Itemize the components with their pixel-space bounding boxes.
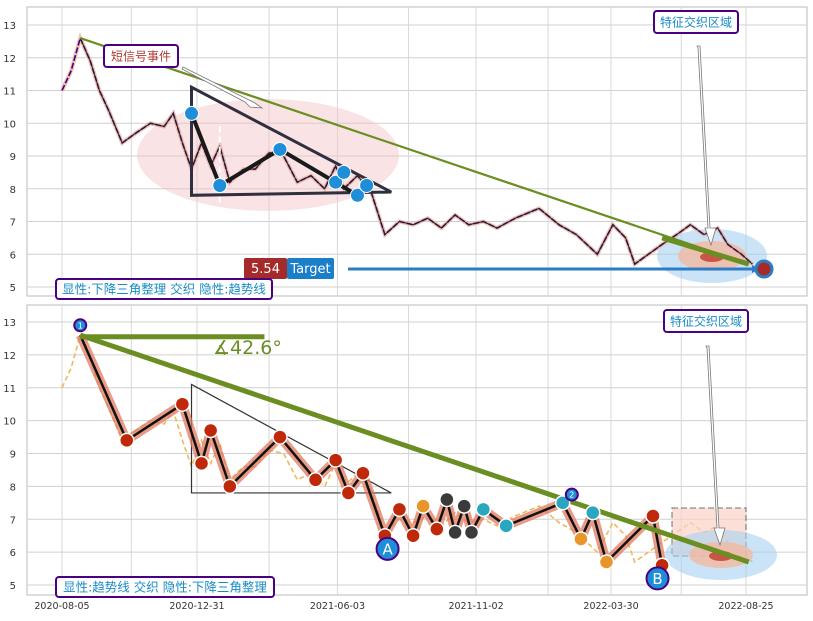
zigzag-pivot [456,498,472,514]
feature-zone-label-text: 特征交织区域 [670,314,742,329]
pivot-marker [272,141,288,157]
y-tick-label: 7 [10,218,16,229]
angle-label: ∡42.6° [213,337,282,359]
zone-arrow [696,45,717,247]
point-label-text: A [382,540,393,558]
bottom-legend-label-text: 显性:趋势线 交织 隐性:下降三角整理 [63,580,267,595]
zigzag-pivot [585,504,601,521]
zigzag-line [79,334,664,566]
zigzag-pivot [391,501,408,518]
y-tick-label: 8 [10,482,16,493]
y-tick-label: 5 [10,581,16,592]
y-tick-label: 12 [3,54,16,65]
top-legend-label-box [55,278,273,300]
zigzag-pivot [498,518,514,534]
zigzag-pivot [327,452,344,468]
x-tick-label: 2022-03-30 [583,601,638,612]
zigzag-pivot [193,455,210,472]
y-tick-label: 9 [10,450,16,461]
feature-zone-label: 特征交织区域 [663,309,749,333]
trend-line-thick [661,235,750,267]
point-label-marker [375,536,400,561]
zone-arrow [705,345,726,547]
x-tick-label: 2020-08-05 [34,601,89,612]
zigzag-pivot [307,472,324,488]
zigzag-pivot [222,478,238,495]
short-signal-label-text: 短信号事件 [111,50,171,64]
top-legend-label-text: 显性:下降三角整理 交织 隐性:趋势线 [62,282,266,297]
y-tick-label: 13 [3,21,16,32]
numbered-marker-text: 1 [78,321,83,330]
trend-line [79,37,750,266]
feature-zone-label-text: 特征交织区域 [660,15,732,30]
zigzag-pivot [272,429,288,445]
bottom-legend-label-box [55,576,275,598]
x-tick-label: 2021-06-03 [310,601,365,612]
point-label-text: B [652,570,662,588]
y-tick-label: 6 [10,250,16,261]
bottom-legend-label: 显性:趋势线 交织 隐性:下降三角整理 [55,576,275,598]
top-legend-label: 显性:下降三角整理 交织 隐性:趋势线 [55,278,273,300]
zigzag-pivot [340,485,357,501]
y-tick-label: 11 [3,87,16,98]
y-tick-label: 6 [10,548,16,559]
target-text-box [287,258,334,279]
zigzag-pivot [202,422,219,439]
y-tick-label: 9 [10,152,16,163]
numbered-marker [564,487,579,502]
pivot-marker [359,177,375,193]
y-tick-label: 12 [3,351,16,362]
feature-zone-label: 特征交织区域 [653,10,739,34]
x-tick-label: 2021-11-02 [448,601,503,612]
feature-zone-label-box [663,309,749,333]
zigzag-pivot [405,527,421,544]
zigzag-pivot [598,554,615,570]
zigzag-pivot [429,521,445,537]
target-value-box [244,258,287,279]
y-tick-label: 11 [3,384,16,395]
zigzag-pivot [439,491,455,508]
y-tick-label: 5 [10,283,16,294]
zigzag-pivot [463,524,480,541]
target-marker [754,259,774,279]
target-text: Target [289,262,330,277]
target-value-text: 5.54 [251,262,280,277]
top-panel: 5 6 7 8 9 10 11 12 13 5.54 Target 短信号事件 特征交织区域显性:下降三… [3,6,808,300]
zigzag-pivot [415,498,431,514]
trend-line [79,332,750,565]
triangle-pattern [190,84,392,197]
zigzag-pivot [573,531,589,547]
zigzag-pivot [447,524,463,541]
price-line-solid [79,37,753,265]
y-tick-label: 10 [3,417,16,428]
pivot-marker [212,177,228,193]
y-tick-label: 8 [10,185,16,196]
zigzag-pivot [475,501,492,518]
numbered-marker-text: 2 [569,491,574,500]
short-signal-label-box [103,44,179,68]
zigzag-pivot [119,432,135,449]
x-tick-label: 2022-08-25 [718,601,773,612]
pivot-marker [184,105,200,121]
feature-zone-label-box [653,10,739,34]
pivot-marker [328,174,344,190]
zigzag-pivot [355,465,371,481]
zigzag-pivot [554,495,571,511]
pivot-marker [349,187,365,203]
y-tick-label: 7 [10,515,16,526]
zigzag-pivot [645,508,661,524]
pivot-marker [336,164,352,180]
numbered-marker [73,318,88,333]
x-tick-label: 2020-12-31 [169,601,224,612]
zigzag-pivot [174,396,191,412]
y-tick-label: 10 [3,119,16,130]
y-tick-label: 13 [3,318,16,329]
signal-arrow [181,66,264,109]
point-label-marker [645,566,670,591]
short-signal-label: 短信号事件 [103,44,179,68]
